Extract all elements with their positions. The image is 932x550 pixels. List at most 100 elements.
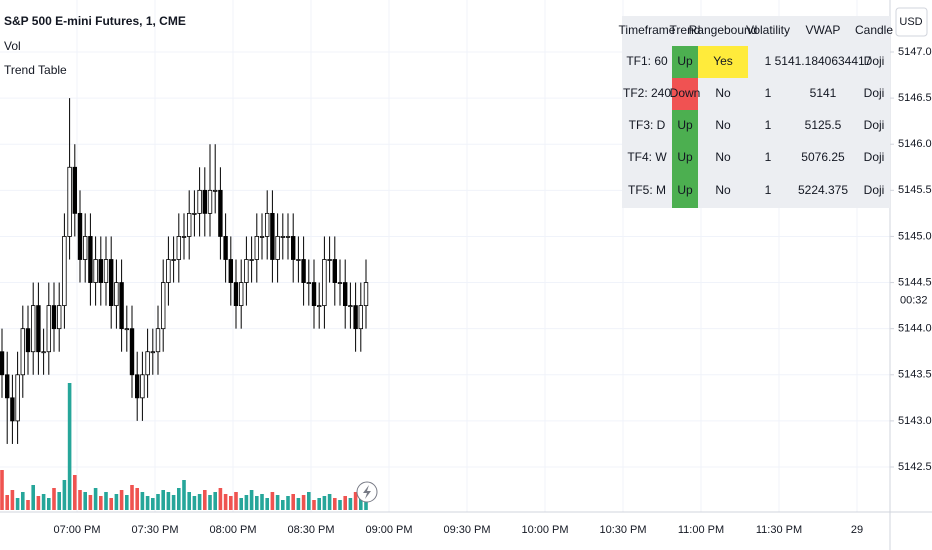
currency-button[interactable] bbox=[895, 7, 928, 37]
candle-body bbox=[103, 259, 109, 283]
volume-bar bbox=[244, 495, 249, 510]
volume-bar bbox=[41, 494, 46, 510]
candle-body bbox=[342, 282, 348, 307]
candle-body bbox=[46, 305, 51, 353]
volume-bar bbox=[99, 496, 103, 510]
candle-body bbox=[223, 236, 228, 260]
y-tick-label: 5143.00 bbox=[898, 415, 932, 427]
indicator-label[interactable]: Trend Table bbox=[4, 63, 67, 77]
volume-bar bbox=[286, 496, 290, 510]
icon-bolt[interactable] bbox=[363, 485, 371, 499]
y-tick-label: 5142.50 bbox=[898, 461, 932, 473]
candle-body bbox=[124, 328, 129, 331]
table-cell: Doji bbox=[864, 150, 885, 164]
volume-bar bbox=[255, 496, 259, 510]
volume-bar bbox=[338, 500, 342, 510]
candle-body bbox=[160, 282, 166, 330]
table-cell: Yes bbox=[713, 54, 733, 68]
volume-bar bbox=[317, 498, 321, 510]
candle-body bbox=[88, 236, 93, 283]
candle-body bbox=[114, 282, 119, 307]
volume-bar bbox=[83, 492, 87, 510]
candle-body bbox=[171, 259, 176, 261]
volume-bar bbox=[5, 495, 9, 510]
table-cell-bg bbox=[698, 46, 748, 78]
volume-bar bbox=[218, 488, 223, 510]
volume-bar bbox=[182, 480, 186, 510]
volume-bar bbox=[130, 485, 134, 510]
x-tick-label: 08:30 PM bbox=[287, 524, 334, 536]
candle-body bbox=[311, 282, 317, 307]
candle-body bbox=[5, 374, 10, 399]
candle-body bbox=[119, 282, 124, 330]
currency-label[interactable]: USD bbox=[899, 16, 922, 28]
candle-body bbox=[301, 259, 306, 283]
volume-bar bbox=[166, 492, 171, 510]
volume-bar bbox=[192, 496, 197, 510]
volume-bar bbox=[296, 498, 301, 510]
candle-body bbox=[72, 166, 77, 214]
volume-bar bbox=[353, 492, 358, 510]
candle-body bbox=[134, 374, 140, 399]
volume-bar bbox=[26, 500, 30, 510]
candle-body bbox=[192, 212, 197, 215]
x-tick-label: 10:00 PM bbox=[521, 524, 568, 536]
y-tick-label: 5145.00 bbox=[898, 230, 932, 242]
volume-bar bbox=[234, 492, 238, 510]
table-cell: 5141.1840634417 bbox=[775, 54, 872, 68]
volume-bar bbox=[333, 498, 337, 510]
volume-bar bbox=[119, 490, 124, 510]
x-tick-label: 11:30 PM bbox=[756, 524, 802, 536]
table-cell: TF3: D bbox=[629, 118, 666, 132]
y-tick-label: 5145.50 bbox=[898, 184, 932, 196]
x-tick-label: 10:30 PM bbox=[599, 524, 646, 536]
table-cell: Doji bbox=[864, 86, 885, 100]
candle-body bbox=[41, 351, 46, 354]
volume-bar bbox=[125, 495, 129, 510]
candle-body bbox=[280, 236, 285, 238]
candle-body bbox=[358, 305, 363, 330]
candle-body bbox=[332, 259, 337, 283]
candle-body bbox=[155, 328, 161, 353]
y-tick-label: 5146.00 bbox=[898, 138, 932, 150]
candle-body bbox=[285, 236, 291, 238]
candle-body bbox=[98, 259, 103, 283]
candle-body bbox=[36, 305, 41, 353]
volume-bar bbox=[88, 495, 93, 510]
candle-body bbox=[327, 259, 332, 261]
table-header: Volatility bbox=[746, 23, 790, 37]
volume-bar bbox=[322, 496, 327, 510]
volume-bar bbox=[67, 383, 72, 510]
volume-bar bbox=[114, 494, 119, 510]
volume-bar bbox=[301, 495, 306, 510]
volume-bar bbox=[275, 495, 280, 510]
volume-bar bbox=[348, 498, 353, 510]
table-cell: Up bbox=[677, 183, 693, 197]
symbol-title: S&P 500 E-mini Futures, 1, CME bbox=[4, 14, 186, 28]
candle-body bbox=[275, 236, 280, 260]
indicator-label[interactable]: Vol bbox=[4, 39, 21, 53]
volume-bar bbox=[260, 494, 264, 510]
table-header: VWAP bbox=[806, 23, 841, 37]
table-cell: 1 bbox=[765, 118, 772, 132]
table-cell: TF1: 60 bbox=[626, 54, 668, 68]
table-cell: TF2: 240 bbox=[623, 86, 671, 100]
table-cell: Doji bbox=[864, 183, 885, 197]
x-tick-label: 09:30 PM bbox=[443, 524, 490, 536]
volume-bar bbox=[36, 496, 41, 510]
table-cell-bg bbox=[672, 78, 698, 110]
candle-body bbox=[109, 259, 114, 307]
replay-icon[interactable] bbox=[356, 481, 378, 503]
candle-body bbox=[363, 282, 369, 307]
volume-bar bbox=[197, 494, 202, 510]
volume-bar bbox=[104, 492, 108, 510]
table-cell: 5076.25 bbox=[801, 150, 845, 164]
volume-bar bbox=[73, 475, 77, 510]
volume-bar bbox=[140, 492, 145, 510]
table-cell: Up bbox=[677, 118, 693, 132]
table-cell: Down bbox=[670, 86, 701, 100]
volume-bar bbox=[312, 500, 316, 510]
candle-body bbox=[244, 259, 249, 283]
table-cell: Doji bbox=[864, 54, 885, 68]
